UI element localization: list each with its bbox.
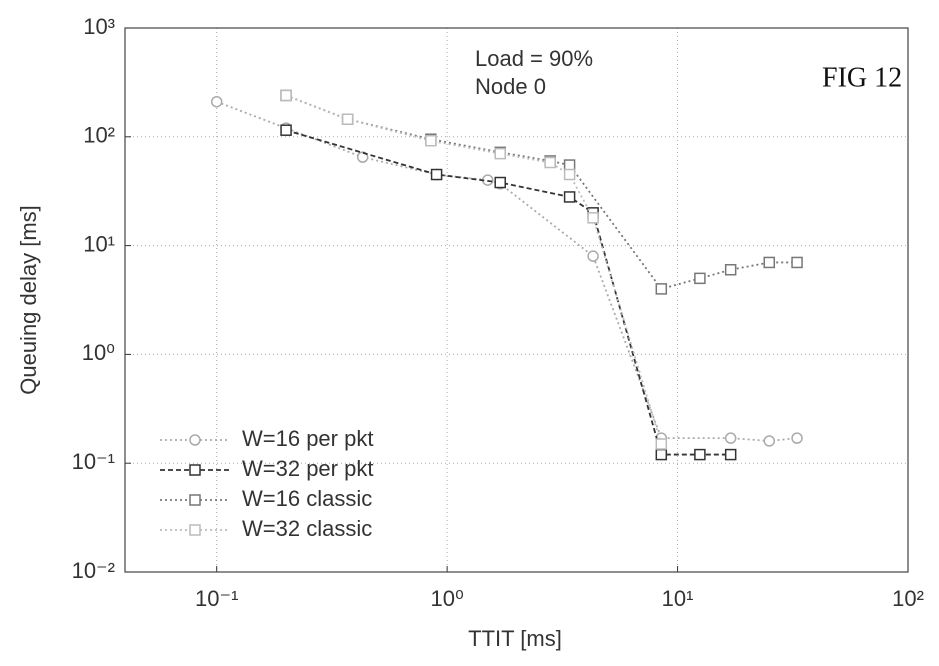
marker — [563, 168, 576, 181]
y-axis-label: Queuing delay [ms] — [16, 205, 41, 395]
marker — [791, 432, 803, 444]
marker — [563, 159, 576, 171]
marker — [694, 448, 706, 461]
legend-label: W=16 per pkt — [242, 426, 373, 451]
marker — [210, 95, 223, 108]
marker — [341, 113, 354, 125]
marker — [763, 256, 776, 269]
legend-label: W=32 per pkt — [242, 456, 373, 481]
figure-label: FIG 12 — [822, 62, 902, 93]
plot-frame — [124, 27, 909, 573]
legend-label: W=32 classic — [242, 516, 372, 541]
y-tick-label: 10¹ — [83, 231, 115, 256]
x-tick-label: 10⁻¹ — [195, 586, 238, 611]
marker — [563, 191, 576, 203]
legend-label: W=16 classic — [242, 486, 372, 511]
y-tick-label: 10⁰ — [82, 340, 115, 365]
annotation: Node 0 — [475, 74, 546, 99]
x-tick-label: 10² — [892, 586, 924, 611]
marker — [430, 168, 443, 181]
y-tick-label: 10² — [83, 123, 115, 148]
marker — [724, 263, 737, 276]
marker — [587, 250, 599, 262]
series-line — [216, 100, 798, 442]
legend-marker — [189, 434, 201, 446]
marker — [763, 435, 776, 447]
y-tick-label: 10⁻¹ — [72, 449, 115, 474]
marker — [425, 134, 437, 147]
marker — [694, 272, 706, 285]
x-tick-label: 10¹ — [662, 586, 694, 611]
y-tick-label: 10⁻² — [72, 558, 115, 583]
marker — [655, 448, 668, 461]
legend-marker — [189, 464, 201, 476]
marker — [655, 283, 668, 295]
legend-marker — [189, 494, 201, 506]
marker — [655, 438, 668, 450]
marker — [494, 176, 506, 189]
marker — [724, 448, 737, 461]
annotation: Load = 90% — [475, 46, 593, 71]
marker — [791, 256, 803, 269]
marker — [724, 432, 737, 444]
series-line — [285, 94, 798, 290]
x-axis-label: TTIT [ms] — [468, 626, 562, 651]
marker — [280, 89, 292, 102]
marker — [356, 151, 369, 163]
series-line — [285, 129, 731, 456]
legend-marker — [189, 524, 201, 536]
marker — [587, 212, 599, 224]
marker — [544, 156, 556, 169]
marker — [280, 124, 292, 136]
marker — [494, 147, 506, 160]
y-tick-label: 10³ — [83, 14, 115, 39]
x-tick-label: 10⁰ — [430, 586, 463, 611]
series-line — [285, 94, 663, 445]
